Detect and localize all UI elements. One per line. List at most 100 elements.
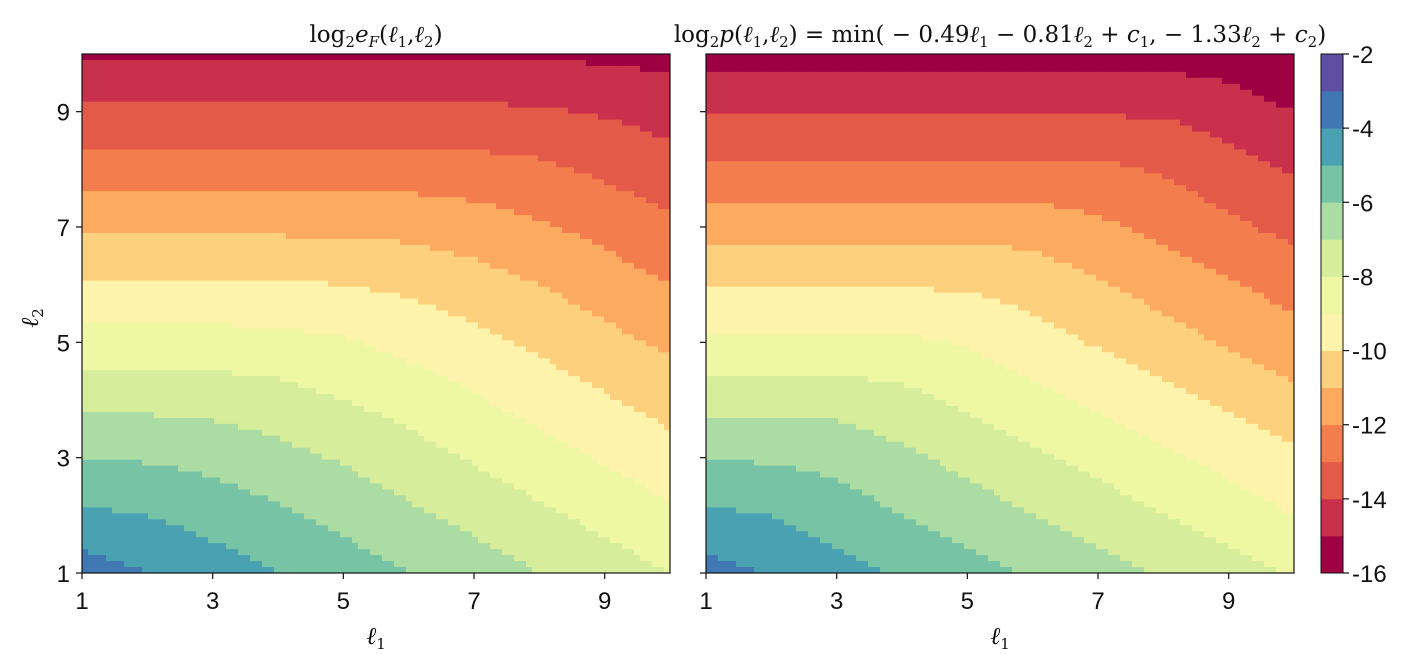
contour-cell bbox=[628, 77, 635, 85]
contour-cell bbox=[298, 131, 305, 139]
contour-cell bbox=[190, 149, 197, 157]
contour-cell bbox=[610, 83, 617, 91]
contour-cell bbox=[406, 161, 413, 168]
contour-cell bbox=[508, 59, 515, 67]
contour-cell bbox=[586, 167, 593, 174]
contour-cell bbox=[406, 119, 413, 127]
contour-cell bbox=[82, 244, 89, 252]
contour-cell bbox=[130, 215, 137, 222]
contour-cell bbox=[556, 262, 563, 270]
contour-cell bbox=[376, 173, 383, 180]
contour-cell bbox=[250, 298, 257, 306]
contour-cell bbox=[544, 83, 551, 91]
contour-cell bbox=[94, 83, 101, 91]
contour-cell bbox=[262, 107, 269, 115]
contour-cell bbox=[82, 274, 89, 282]
contour-cell bbox=[406, 101, 413, 109]
contour-cell bbox=[184, 89, 191, 97]
contour-cell bbox=[502, 322, 509, 330]
contour-cell bbox=[388, 77, 395, 85]
contour-cell bbox=[412, 71, 419, 79]
contour-cell bbox=[574, 352, 581, 359]
contour-cell bbox=[382, 173, 389, 180]
contour-cell bbox=[460, 101, 467, 109]
contour-cell bbox=[478, 71, 485, 79]
contour-cell bbox=[430, 280, 437, 288]
contour-cell bbox=[412, 316, 419, 324]
contour-cell bbox=[160, 328, 167, 335]
contour-cell bbox=[544, 77, 551, 85]
contour-cell bbox=[412, 286, 419, 294]
contour-cell bbox=[124, 209, 131, 216]
contour-cell bbox=[166, 286, 173, 294]
contour-cell bbox=[526, 256, 533, 264]
contour-cell bbox=[652, 59, 659, 67]
contour-cell bbox=[514, 167, 521, 174]
contour-cell bbox=[532, 71, 539, 79]
contour-cell bbox=[556, 310, 563, 318]
contour-cell bbox=[310, 352, 317, 359]
contour-cell bbox=[580, 346, 587, 353]
contour-cell bbox=[646, 215, 653, 222]
contour-cell bbox=[196, 232, 203, 240]
contour-cell bbox=[484, 322, 491, 330]
contour-cell bbox=[346, 137, 353, 145]
contour-cell bbox=[100, 215, 107, 222]
contour-cell bbox=[580, 89, 587, 97]
contour-cell bbox=[574, 250, 581, 258]
contour-cell bbox=[274, 191, 281, 198]
contour-cell bbox=[292, 173, 299, 180]
contour-cell bbox=[352, 185, 359, 192]
contour-cell bbox=[484, 340, 491, 347]
contour-cell bbox=[502, 119, 509, 127]
left-contour-plot bbox=[82, 54, 670, 573]
contour-cell bbox=[400, 191, 407, 198]
contour-cell bbox=[388, 131, 395, 139]
contour-cell bbox=[226, 215, 233, 222]
contour-cell bbox=[280, 352, 287, 359]
contour-cell bbox=[544, 71, 551, 79]
contour-cell bbox=[154, 227, 161, 234]
contour-cell bbox=[454, 143, 461, 151]
contour-cell bbox=[574, 149, 581, 157]
contour-cell bbox=[262, 298, 269, 306]
contour-cell bbox=[556, 322, 563, 330]
contour-cell bbox=[418, 262, 425, 270]
contour-cell bbox=[166, 227, 173, 234]
contour-cell bbox=[430, 155, 437, 162]
contour-cell bbox=[598, 185, 605, 192]
contour-cell bbox=[202, 316, 209, 324]
contour-cell bbox=[592, 107, 599, 115]
contour-cell bbox=[274, 340, 281, 347]
contour-cell bbox=[298, 65, 305, 73]
contour-cell bbox=[418, 292, 425, 300]
contour-cell bbox=[376, 238, 383, 246]
contour-cell bbox=[280, 161, 287, 168]
contour-cell bbox=[364, 280, 371, 288]
contour-cell bbox=[478, 131, 485, 139]
contour-cell bbox=[364, 304, 371, 312]
contour-cell bbox=[436, 131, 443, 139]
contour-cell bbox=[382, 286, 389, 294]
contour-cell bbox=[82, 215, 89, 222]
contour-cell bbox=[142, 352, 149, 359]
contour-cell bbox=[616, 119, 623, 127]
contour-cell bbox=[448, 268, 455, 276]
contour-cell bbox=[562, 310, 569, 318]
contour-cell bbox=[364, 250, 371, 258]
contour-cell bbox=[508, 89, 515, 97]
contour-cell bbox=[334, 215, 341, 222]
contour-cell bbox=[424, 304, 431, 312]
contour-cell bbox=[82, 125, 89, 133]
contour-cell bbox=[544, 340, 551, 347]
contour-cell bbox=[214, 280, 221, 288]
contour-cell bbox=[664, 191, 670, 198]
contour-cell bbox=[310, 334, 317, 341]
contour-cell bbox=[208, 107, 215, 115]
contour-cell bbox=[664, 227, 670, 234]
contour-cell bbox=[346, 89, 353, 97]
contour-cell bbox=[88, 221, 95, 228]
contour-cell bbox=[472, 244, 479, 252]
contour-cell bbox=[184, 322, 191, 330]
contour-cell bbox=[526, 191, 533, 198]
